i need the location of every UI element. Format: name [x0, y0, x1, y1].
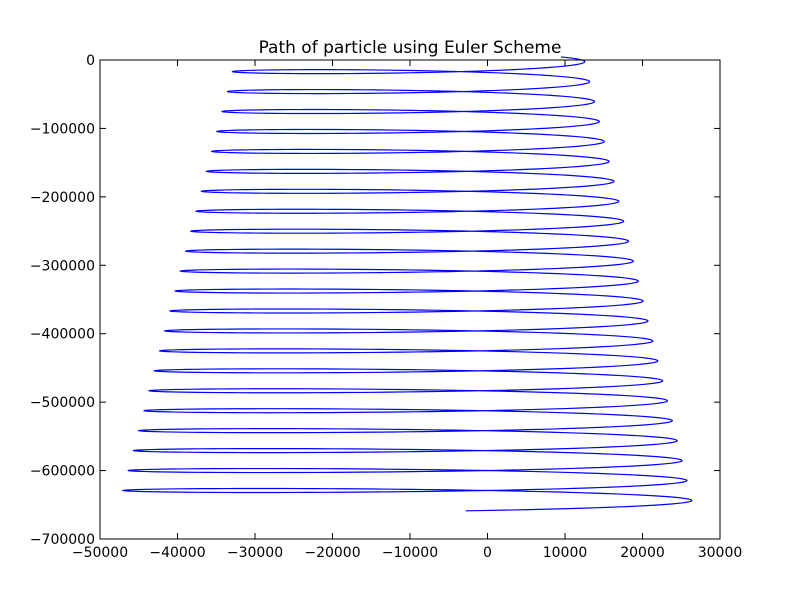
x-tick-label: 10000 [543, 545, 588, 561]
y-tick-label: 0 [86, 53, 95, 69]
y-tick-label: −300000 [30, 258, 95, 274]
x-tick-label: −50000 [72, 545, 128, 561]
y-tick-label: −500000 [30, 395, 95, 411]
x-tick-label: 0 [483, 545, 492, 561]
plot-frame [99, 59, 721, 540]
x-tick-label: −30000 [227, 545, 283, 561]
plot-layer [121, 56, 693, 512]
x-tick-label: −40000 [149, 545, 205, 561]
y-tick-label: −100000 [30, 121, 95, 137]
y-tick-label: −400000 [30, 327, 95, 343]
x-axis: −50000 −40000 −30000 −20000 −10000 0 10000 2000… [72, 60, 742, 561]
particle-path-line [121, 56, 693, 512]
y-tick-label: −600000 [30, 464, 95, 480]
x-tick-label: −20000 [304, 545, 360, 561]
y-tick-label: −700000 [30, 532, 95, 548]
x-tick-label: 20000 [620, 545, 665, 561]
y-tick-label: −200000 [30, 190, 95, 206]
y-axis: 0 −100000 −200000 −300000 −400000 −500000 −600… [30, 53, 720, 548]
x-tick-label: 30000 [698, 545, 743, 561]
x-tick-label: −10000 [382, 545, 438, 561]
chart-title: Path of particle using Euler Scheme [259, 38, 562, 58]
